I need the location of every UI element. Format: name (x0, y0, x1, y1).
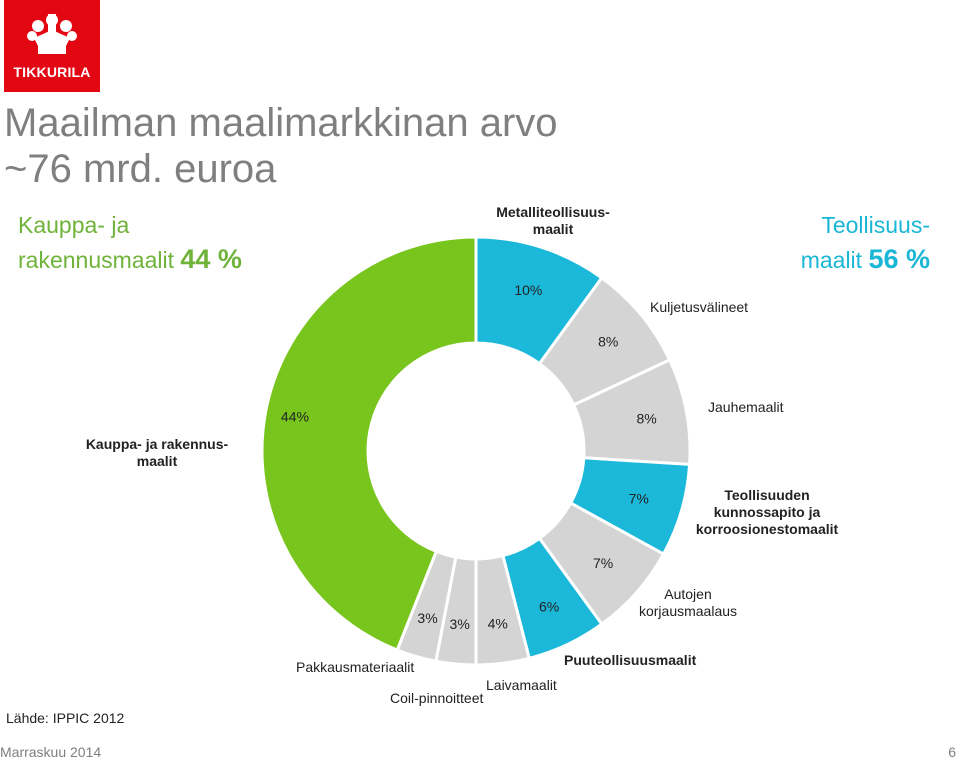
label-laiva: Laivamaalit (486, 677, 557, 693)
tikkurila-logo: TIKKURILA (4, 0, 100, 92)
left-group-line1: Kauppa- ja (18, 212, 130, 238)
label-kauppa-line1: Kauppa- ja rakennus- (85, 436, 229, 452)
right-group-line2: maalit (800, 247, 863, 273)
page-number: 6 (948, 744, 956, 760)
crown-icon (27, 14, 77, 54)
label-coil: Coil-pinnoitteet (390, 690, 484, 706)
slice-value-label-10: 44% (281, 408, 309, 424)
slice-value-label-8: 3% (450, 616, 470, 632)
title-line-2: ~76 mrd. euroa (4, 147, 277, 191)
slice-value-label-4: 7% (629, 490, 649, 506)
footer-date: Marraskuu 2014 (0, 744, 102, 760)
right-group-line1: Teollisuus- (821, 212, 930, 238)
label-pakkaus: Pakkausmateriaalit (296, 659, 415, 675)
label-metalliteollisuus: Metalliteollisuus- maalit (488, 204, 618, 238)
label-teoll-line1: Teollisuuden (724, 487, 810, 503)
slice-value-label-1: 10% (514, 282, 542, 298)
label-metal-line2: maalit (532, 221, 574, 237)
slice-value-label-6: 6% (539, 598, 559, 614)
right-group-pct: 56 % (868, 244, 930, 274)
left-group-line2: rakennusmaalit (18, 247, 174, 273)
label-teoll-line3: korroosionestomaalit (695, 521, 839, 537)
label-autojen-line1: Autojen (664, 586, 712, 602)
label-kauppa-line2: maalit (136, 453, 178, 469)
brand-name: TIKKURILA (13, 64, 91, 80)
source-note: Lähde: IPPIC 2012 (6, 710, 125, 726)
label-autojen-line2: korjausmaalaus (638, 603, 738, 619)
label-kauppa: Kauppa- ja rakennus- maalit (82, 436, 232, 470)
label-teollisuuden: Teollisuuden kunnossapito ja korroosione… (690, 487, 844, 538)
slice-value-label-3: 8% (637, 410, 657, 426)
right-group-heading: Teollisuus- maalit 56 % (801, 208, 930, 277)
slice-value-label-2: 8% (598, 334, 618, 350)
slice-value-label-5: 7% (593, 555, 613, 571)
slice-value-label-7: 4% (488, 615, 508, 631)
page-title: Maailman maalimarkkinan arvo ~76 mrd. eu… (4, 100, 704, 192)
slice-10 (260, 235, 478, 652)
left-group-heading: Kauppa- ja rakennusmaalit 44 % (18, 208, 242, 277)
slice-value-label-9: 3% (417, 610, 437, 626)
left-group-pct: 44 % (180, 244, 242, 274)
label-metal-line1: Metalliteollisuus- (496, 204, 610, 220)
label-autojen: Autojen korjausmaalaus (628, 586, 748, 620)
label-kuljetus: Kuljetusvälineet (650, 299, 749, 315)
title-line-1: Maailman maalimarkkinan arvo (4, 101, 558, 145)
label-teoll-line2: kunnossapito ja (713, 504, 821, 520)
label-puu: Puuteollisuusmaalit (564, 652, 697, 668)
label-jauhe: Jauhemaalit (708, 399, 784, 415)
